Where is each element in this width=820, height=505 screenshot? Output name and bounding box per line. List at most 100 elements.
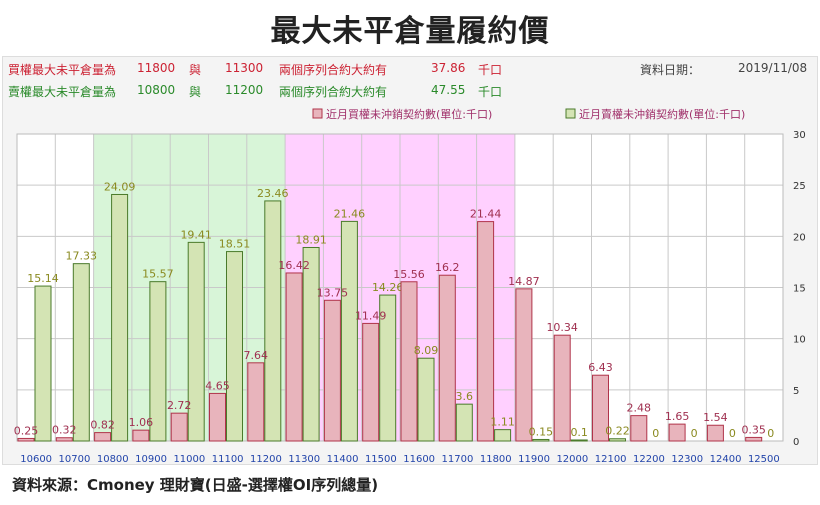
call-bar-12300 (668, 423, 686, 442)
call-value-label: 1.54 (703, 411, 728, 424)
put-value-label: 0.1 (570, 426, 588, 439)
call-value-label: 13.75 (317, 286, 349, 299)
put-value-label: 0 (652, 427, 659, 440)
put-bar-12100 (609, 438, 626, 442)
call-value-label: 1.65 (665, 410, 690, 423)
x-tick-label: 12500 (748, 454, 780, 465)
call-bar-11800 (477, 221, 495, 442)
put-bar-10800 (111, 193, 129, 442)
call-bar-12200 (630, 415, 648, 442)
put-info-label: 賣權最大未平倉量為 (8, 85, 117, 99)
put-value-label: 14.26 (372, 281, 404, 294)
call-bar-10700 (55, 437, 73, 442)
call-unit: 千口 (478, 63, 503, 77)
plot-border (16, 133, 784, 442)
x-tick-label: 10600 (20, 454, 52, 465)
y-tick-label: 10 (793, 335, 806, 346)
put-bar-11300 (302, 246, 320, 442)
x-tick-label: 10800 (97, 454, 129, 465)
y-tick-label: 15 (793, 284, 806, 295)
call-bar-11000 (170, 412, 188, 442)
call-value-label: 4.65 (205, 379, 230, 392)
call-bar-12100 (592, 374, 609, 442)
legend-put-swatch (565, 108, 576, 119)
y-tick-label: 25 (793, 181, 806, 192)
x-tick-label: 11300 (288, 454, 320, 465)
call-value-label: 6.43 (588, 361, 613, 374)
x-tick-label: 11000 (173, 454, 205, 465)
call-bar-10800 (94, 432, 112, 442)
put-value-label: 24.09 (104, 180, 136, 193)
call-and: 與 (189, 63, 202, 77)
y-tick-label: 0 (793, 437, 799, 448)
put-value-label: 8.09 (414, 344, 439, 357)
put-bar-11900 (532, 438, 550, 442)
put-value-label: 18.91 (295, 233, 327, 246)
put-bar-11700 (455, 403, 473, 442)
call-info-label: 買權最大未平倉量為 (8, 63, 117, 77)
x-tick-label: 11200 (250, 454, 282, 465)
x-tick-label: 10700 (59, 454, 91, 465)
call-bar-12400 (706, 424, 724, 442)
call-desc: 兩個序列合約大約有 (279, 63, 388, 77)
put-value-label: 1.11 (490, 416, 515, 429)
put-bar-11400 (340, 220, 358, 442)
x-tick-label: 11600 (403, 454, 435, 465)
x-tick-label: 11800 (480, 454, 512, 465)
put-bar-11500 (379, 294, 397, 442)
y-tick-label: 30 (793, 130, 806, 141)
put-value: 47.55 (431, 83, 466, 97)
call-value-label: 10.34 (546, 321, 578, 334)
put-bar-11200 (264, 200, 282, 442)
put-bar-11100 (226, 251, 243, 442)
date-label: 資料日期： (640, 63, 701, 77)
put-value-label: 0 (729, 427, 736, 440)
x-tick-label: 12400 (710, 454, 742, 465)
call-bar-11500 (362, 322, 380, 442)
call-strike-2: 11300 (225, 61, 264, 75)
put-bar-10600 (34, 285, 52, 442)
x-tick-label: 12000 (556, 454, 588, 465)
call-strike-1: 11800 (137, 61, 176, 75)
y-tick-label: 20 (793, 232, 806, 243)
x-tick-label: 12100 (595, 454, 627, 465)
put-value-label: 0 (691, 427, 698, 440)
page-title: 最大未平倉量履約價 (270, 14, 550, 49)
put-bar-11000 (187, 241, 205, 442)
put-value-label: 17.33 (66, 250, 98, 263)
call-bar-11400 (323, 299, 341, 442)
call-bar-12500 (745, 436, 763, 442)
call-bar-10900 (132, 429, 150, 442)
x-tick-label: 11400 (327, 454, 359, 465)
call-value-label: 7.64 (244, 349, 269, 362)
data-date: 2019/11/08 (738, 61, 808, 75)
put-bar-10900 (149, 281, 167, 442)
call-value: 37.86 (431, 61, 466, 75)
x-tick-label: 11100 (212, 454, 244, 465)
call-bar-11100 (209, 392, 226, 442)
put-value-label: 3.6 (456, 390, 474, 403)
call-value-label: 11.49 (355, 309, 387, 322)
call-value-label: 15.56 (393, 268, 425, 281)
put-strike-1: 10800 (137, 83, 176, 97)
put-value-label: 23.46 (257, 187, 289, 200)
y-tick-label: 5 (793, 386, 799, 397)
put-value-label: 21.46 (334, 207, 366, 220)
put-desc: 兩個序列合約大約有 (279, 85, 388, 99)
put-value-label: 18.51 (219, 238, 251, 251)
call-bar-11600 (400, 281, 418, 442)
call-value-label: 0.25 (14, 424, 39, 437)
legend-put-label: 近月賣權未沖銷契約數(單位:千口) (579, 107, 745, 121)
legend-call-swatch (312, 108, 323, 119)
call-value-label: 16.2 (435, 261, 460, 274)
put-bar-11600 (417, 357, 435, 442)
legend-call-label: 近月買權未沖銷契約數(單位:千口) (326, 107, 492, 121)
put-bar-10700 (72, 263, 90, 442)
put-unit: 千口 (478, 85, 503, 99)
x-tick-label: 11700 (442, 454, 474, 465)
call-bar-10600 (17, 437, 35, 442)
put-bar-12000 (570, 439, 588, 442)
x-tick-label: 11500 (365, 454, 397, 465)
call-bar-11300 (285, 272, 303, 442)
call-bar-11700 (438, 274, 456, 442)
